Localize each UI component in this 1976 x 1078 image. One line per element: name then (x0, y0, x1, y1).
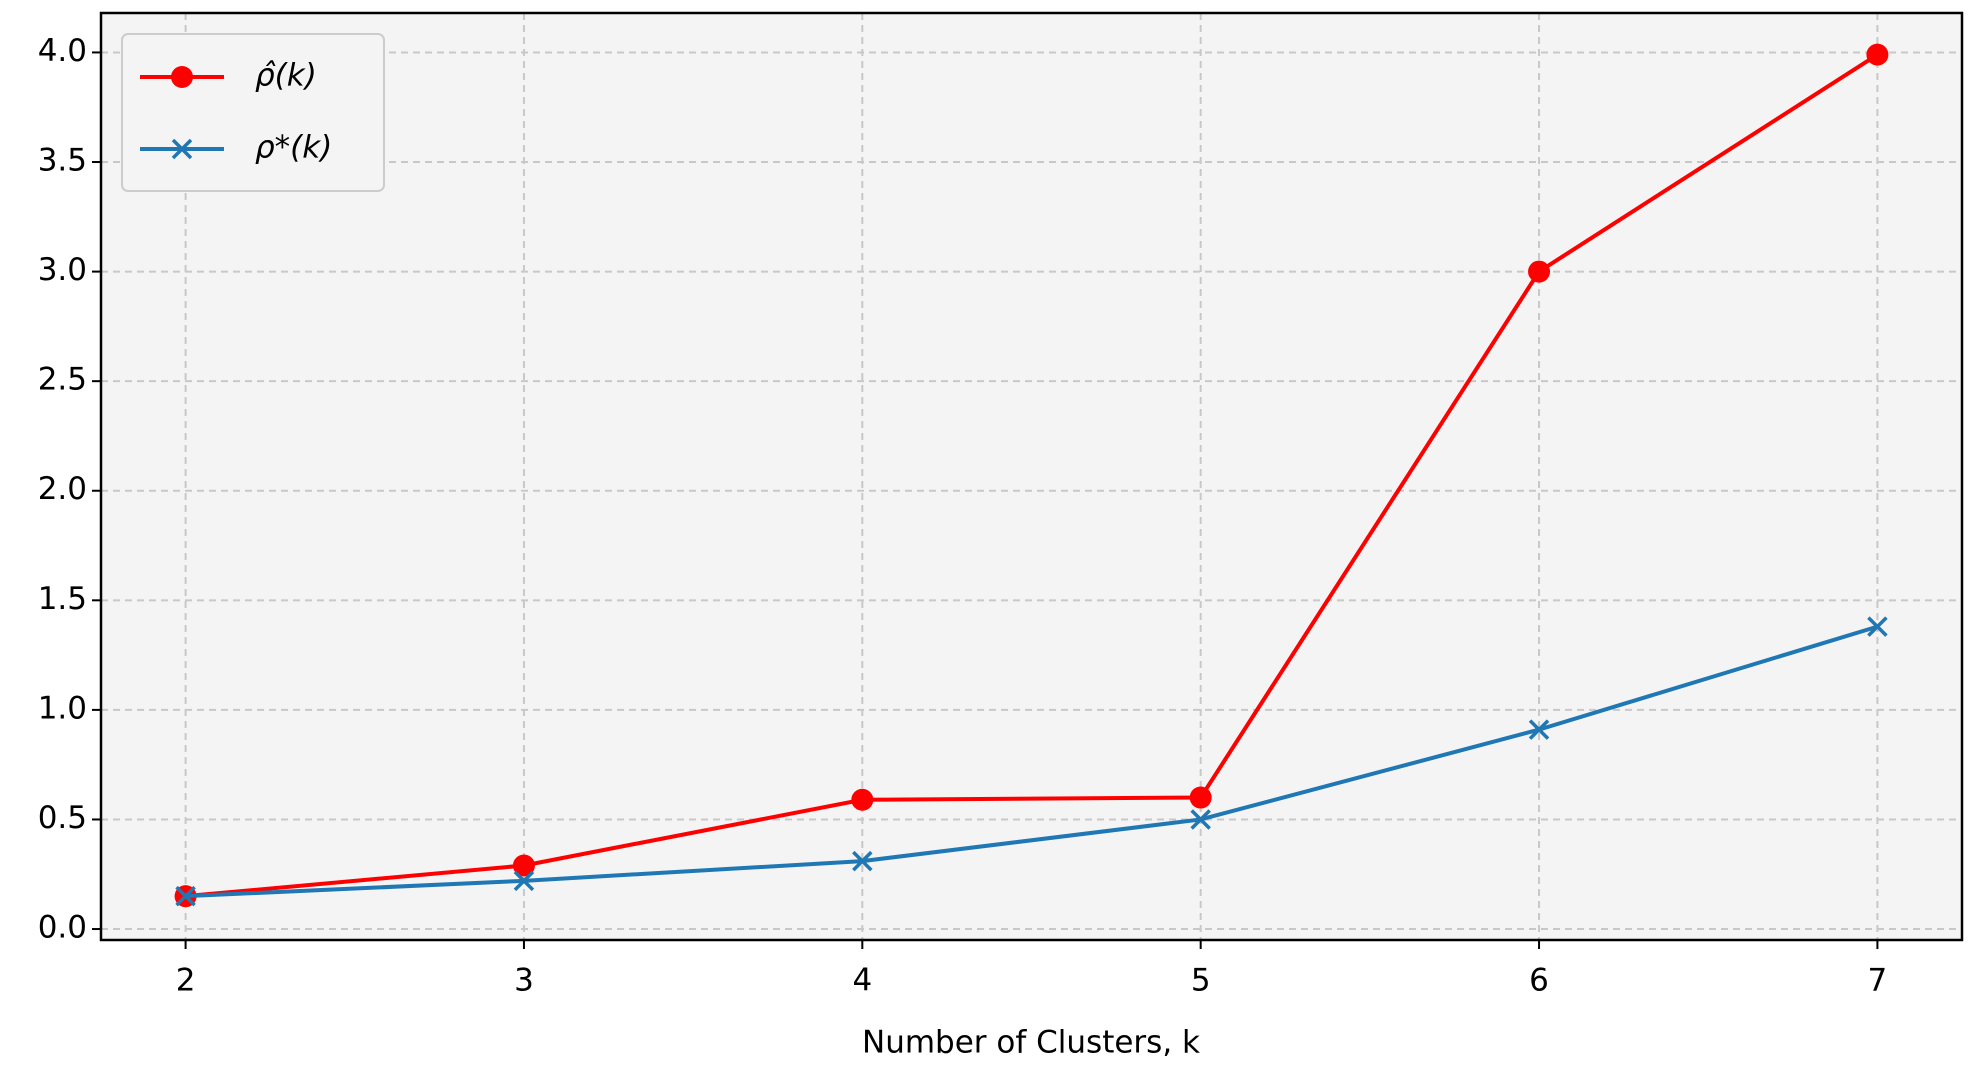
y-tick-label: 3.5 (38, 143, 87, 179)
legend: ρ̂(k) ρ*(k) (121, 33, 385, 192)
point (1189, 786, 1212, 809)
y-tick-label: 0.5 (38, 800, 87, 836)
point (171, 66, 193, 88)
x-axis-label: Number of Clusters, k (862, 1025, 1200, 1061)
x-tick-label: 6 (1529, 963, 1549, 999)
point (171, 138, 193, 160)
y-tick-label: 3.0 (38, 252, 87, 288)
x-tick-label: 3 (514, 963, 534, 999)
x-tick-label: 5 (1191, 963, 1211, 999)
grid (101, 13, 1962, 940)
point (1528, 260, 1551, 283)
point (1867, 616, 1888, 637)
x-tick-label: 4 (852, 963, 872, 999)
legend-label: ρ̂(k) (255, 58, 317, 94)
plot-area (101, 13, 1962, 940)
y-tick-label: 1.5 (38, 581, 87, 617)
y-tick-label: 2.0 (38, 471, 87, 507)
y-tick-label: 2.5 (38, 362, 87, 398)
point (1528, 719, 1550, 740)
legend-box (121, 33, 385, 192)
y-tick-label: 4.0 (38, 33, 87, 69)
x-tick-label: 7 (1868, 963, 1888, 999)
point (852, 850, 873, 872)
lines (174, 43, 1889, 908)
point (1190, 809, 1211, 830)
legend-label: ρ*(k) (255, 130, 332, 166)
point (175, 885, 196, 907)
y-tick-label: 0.0 (38, 910, 87, 946)
y-tick-label: 1.0 (38, 690, 87, 726)
plot-frame (99, 11, 1964, 942)
point (1866, 43, 1889, 66)
series-line (185, 624, 1878, 899)
point (513, 870, 535, 892)
point (851, 788, 874, 811)
series-line (185, 52, 1879, 899)
point (512, 854, 535, 877)
x-tick-label: 2 (176, 963, 196, 999)
